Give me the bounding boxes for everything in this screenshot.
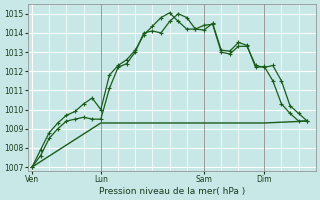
X-axis label: Pression niveau de la mer( hPa ): Pression niveau de la mer( hPa )	[99, 187, 245, 196]
